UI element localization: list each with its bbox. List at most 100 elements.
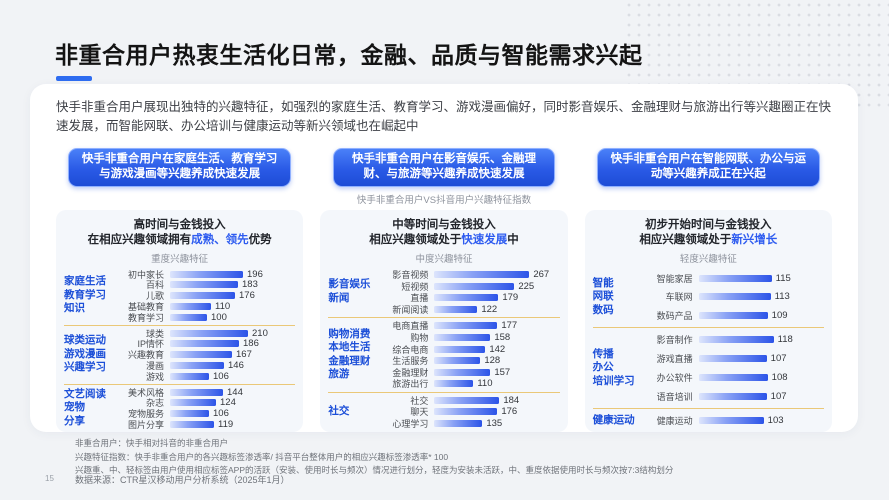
bar-track: 267 <box>434 269 559 280</box>
value-label: 108 <box>771 372 788 384</box>
value-bar <box>434 396 500 404</box>
category-label: 数码产品 <box>656 311 693 322</box>
chart-panel-medium: 中等时间与金钱投入 相应兴趣领域处于快速发展中 中度兴趣特征 影音娱乐 新闻 影音视… <box>320 209 568 432</box>
bar-track: 184 <box>434 395 559 406</box>
value-bar <box>698 355 767 363</box>
bar-row: 球类 210 <box>120 328 295 339</box>
value-label: 124 <box>220 397 236 409</box>
bar-row: 初中家长 196 <box>120 269 295 280</box>
column-family-education: 快手非重合用户在家庭生活、教育学习与游戏漫画等兴趣养成快速发展 高时间与金钱投入… <box>56 147 304 432</box>
bar-track: 176 <box>434 406 559 417</box>
category-label: 游戏直播 <box>656 354 693 365</box>
index-caption: 快手非重合用户VS抖音用户兴趣特征指数 <box>356 194 532 206</box>
category-label: 百科 <box>145 280 164 291</box>
group-label: 传播 办公 培训学习 <box>592 347 635 387</box>
panel-takeaway-title: 初步开始时间与金钱投入 <box>645 218 772 231</box>
subtitle-prefix: 相应兴趣领域处于 <box>639 233 732 246</box>
category-label: 图片分享 <box>127 419 164 430</box>
bar-group: 影音娱乐 新闻 影音视频 267 短视频 225 直播 179 新闻阅读 122 <box>328 269 559 315</box>
source-row: 15 数据来源：CTR星汉移动用户分析系统（2025年1月） <box>0 473 889 486</box>
value-label: 167 <box>236 349 252 361</box>
bar-track: 118 <box>698 334 824 345</box>
value-bar <box>170 351 232 359</box>
category-label: 游戏 <box>145 371 164 382</box>
bar-row: 图片分享 119 <box>120 419 295 430</box>
category-label: 球类 <box>145 328 164 339</box>
bar-track: 100 <box>170 312 295 323</box>
category-label: IP情怀 <box>137 339 164 350</box>
bar-track: 177 <box>434 320 559 331</box>
page-number: 15 <box>45 474 54 483</box>
value-label: 186 <box>243 338 259 350</box>
bar-track: 106 <box>170 408 295 419</box>
category-label: 社交 <box>410 395 429 406</box>
bar-group: 健康运动 健康运动 103 <box>593 411 824 430</box>
bar-row: 杂志 124 <box>120 397 295 408</box>
value-label: 103 <box>767 414 784 426</box>
bar-row: 儿歌 176 <box>120 290 295 301</box>
value-label: 106 <box>213 370 229 382</box>
footnote-line: 兴趣特征指数：快手非重合用户的各兴趣标签渗透率/ 抖音平台整体用户的相应兴趣标签… <box>75 451 449 462</box>
value-label: 144 <box>227 386 243 398</box>
value-bar <box>698 336 774 344</box>
bar-row: 影音视频 267 <box>384 269 559 281</box>
category-label: 美术风格 <box>127 387 164 398</box>
panel-takeaway-subtitle: 相应兴趣领域处于快速发展中 <box>328 233 559 248</box>
category-label: 心理学习 <box>392 419 429 430</box>
value-label: 184 <box>503 394 520 406</box>
group-label: 购物消费 本地生活 金融理财 旅游 <box>328 327 371 381</box>
bar-row: 美术风格 144 <box>120 387 295 398</box>
bar-row: 数码产品 109 <box>649 306 824 325</box>
category-label: 直播 <box>410 293 429 304</box>
category-label: 金融理财 <box>392 367 429 378</box>
subtitle-highlight: 成熟、领先 <box>191 233 249 246</box>
category-label: 聊天 <box>410 407 429 418</box>
column-header-pill: 快手非重合用户在智能网联、办公与运动等兴趣养成正在兴起 <box>597 147 820 187</box>
value-bar <box>434 333 491 341</box>
bar-row: 智能家居 115 <box>649 269 824 288</box>
value-label: 119 <box>218 418 234 430</box>
value-bar <box>170 410 209 418</box>
value-label: 210 <box>252 327 268 339</box>
chart-panel-heavy: 高时间与金钱投入 在相应兴趣领域拥有成熟、领先优势 重度兴趣特征 家庭生活 教育学… <box>56 209 304 432</box>
value-label: 107 <box>770 353 787 365</box>
subtitle-prefix: 相应兴趣领域处于 <box>369 233 462 246</box>
bar-track: 179 <box>434 292 559 303</box>
value-label: 109 <box>771 310 788 322</box>
category-label: 健康运动 <box>656 415 693 426</box>
bar-row: 基础教育 110 <box>120 301 295 312</box>
value-label: 128 <box>484 355 501 367</box>
bar-row: 社交 184 <box>384 395 559 407</box>
bar-row: 游戏直播 107 <box>649 349 824 368</box>
value-label: 146 <box>228 359 244 371</box>
value-bar <box>434 345 486 353</box>
panel-takeaway-subtitle: 在相应兴趣领域拥有成熟、领先优势 <box>64 233 295 248</box>
value-label: 142 <box>489 343 506 355</box>
bar-row: 游戏 106 <box>120 371 295 382</box>
bar-track: 146 <box>170 360 295 371</box>
footnotes-block: 非重合用户：快手相对抖音的非重合用户 兴趣特征指数：快手非重合用户的各兴趣标签渗… <box>75 437 673 478</box>
bar-track: 210 <box>170 328 295 339</box>
value-label: 100 <box>211 311 227 323</box>
value-label: 179 <box>502 292 519 304</box>
caption-spacer <box>56 192 303 206</box>
value-label: 110 <box>215 300 231 312</box>
footnote-line: 兴趣重、中、轻标签由用户使用相应标签APP的活跃（安装、使用时长与频次）情况进行… <box>75 465 674 476</box>
value-bar <box>434 380 474 388</box>
value-bar <box>170 329 248 337</box>
value-label: 225 <box>518 280 535 292</box>
subtitle-suffix: 中 <box>507 233 519 246</box>
value-label: 135 <box>486 418 503 430</box>
category-label: 办公软件 <box>656 373 693 384</box>
bar-track: 103 <box>698 414 824 426</box>
bar-track: 113 <box>698 291 824 302</box>
value-bar <box>434 357 481 365</box>
bar-row: 电商直播 177 <box>384 320 559 332</box>
column-header-pill: 快手非重合用户在影音娱乐、金融理财、与旅游等兴趣养成快速发展 <box>332 147 556 187</box>
group-label: 影音娱乐 新闻 <box>328 278 371 304</box>
value-bar <box>434 368 491 376</box>
bar-row: 购物 158 <box>384 332 559 344</box>
value-bar <box>698 392 767 400</box>
value-label: 106 <box>213 408 229 420</box>
page-title: 非重合用户热衷生活化日常，金融、品质与智能需求兴起 <box>55 42 643 68</box>
